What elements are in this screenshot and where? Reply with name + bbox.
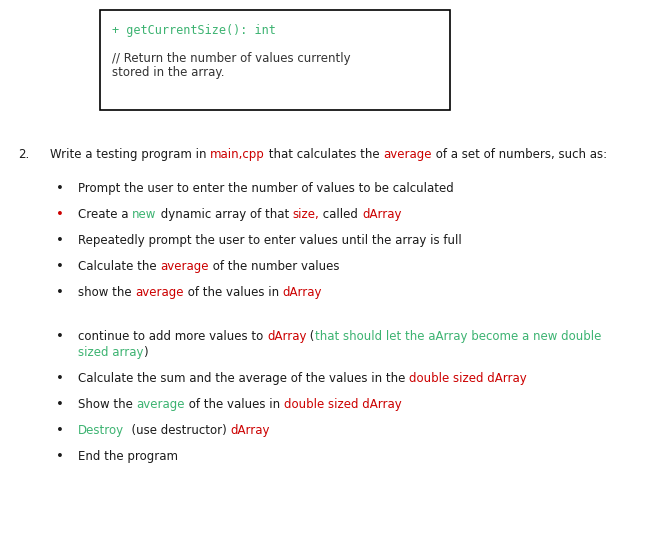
Text: dynamic array of that: dynamic array of that [157,208,292,221]
Text: size,: size, [292,208,320,221]
Text: that should let the aArray become a new double: that should let the aArray become a new … [315,330,601,343]
Text: continue to add more values to: continue to add more values to [78,330,267,343]
Text: called: called [320,208,362,221]
Text: sized array: sized array [78,346,144,359]
Text: •: • [56,372,64,385]
Text: stored in the array.: stored in the array. [112,66,225,79]
Text: of the number values: of the number values [209,260,340,273]
Text: ): ) [144,346,148,359]
Text: Calculate the: Calculate the [78,260,160,273]
Text: (: ( [307,330,315,343]
Text: that calculates the: that calculates the [265,148,384,161]
Text: double sized dArray: double sized dArray [409,372,527,385]
Text: 2.: 2. [18,148,29,161]
Text: •: • [56,208,64,221]
Text: average: average [137,398,185,411]
Bar [100,10,450,110]
Text: •: • [56,234,64,247]
Text: (use destructor): (use destructor) [124,424,230,437]
Text: average: average [135,286,184,299]
Text: Calculate the sum and the average of the values in the: Calculate the sum and the average of the… [78,372,409,385]
Text: of a set of numbers, such as:: of a set of numbers, such as: [432,148,607,161]
Text: Destroy: Destroy [78,424,124,437]
Text: new: new [132,208,157,221]
Text: show the: show the [78,286,135,299]
Text: of the values in: of the values in [185,398,284,411]
Text: Create a: Create a [78,208,132,221]
Text: dArray: dArray [283,286,322,299]
Text: + getCurrentSize(): int: + getCurrentSize(): int [112,24,276,37]
Text: •: • [56,450,64,463]
Text: Write a testing program in: Write a testing program in [50,148,210,161]
Text: main,cpp: main,cpp [210,148,265,161]
Text: // Return the number of values currently: // Return the number of values currently [112,52,351,65]
Text: of the values in: of the values in [184,286,283,299]
Text: •: • [56,286,64,299]
Text: •: • [56,182,64,195]
Text: •: • [56,260,64,273]
Text: Show the: Show the [78,398,137,411]
Text: double sized dArray: double sized dArray [284,398,402,411]
Text: dArray: dArray [267,330,307,343]
Text: •: • [56,330,64,343]
Text: •: • [56,398,64,411]
Text: Prompt the user to enter the number of values to be calculated: Prompt the user to enter the number of v… [78,182,454,195]
Text: Repeatedly prompt the user to enter values until the array is full: Repeatedly prompt the user to enter valu… [78,234,462,247]
Text: End the program: End the program [78,450,178,463]
Text: •: • [56,424,64,437]
Text: dArray: dArray [362,208,402,221]
Text: dArray: dArray [230,424,270,437]
Text: average: average [384,148,432,161]
Text: average: average [160,260,209,273]
